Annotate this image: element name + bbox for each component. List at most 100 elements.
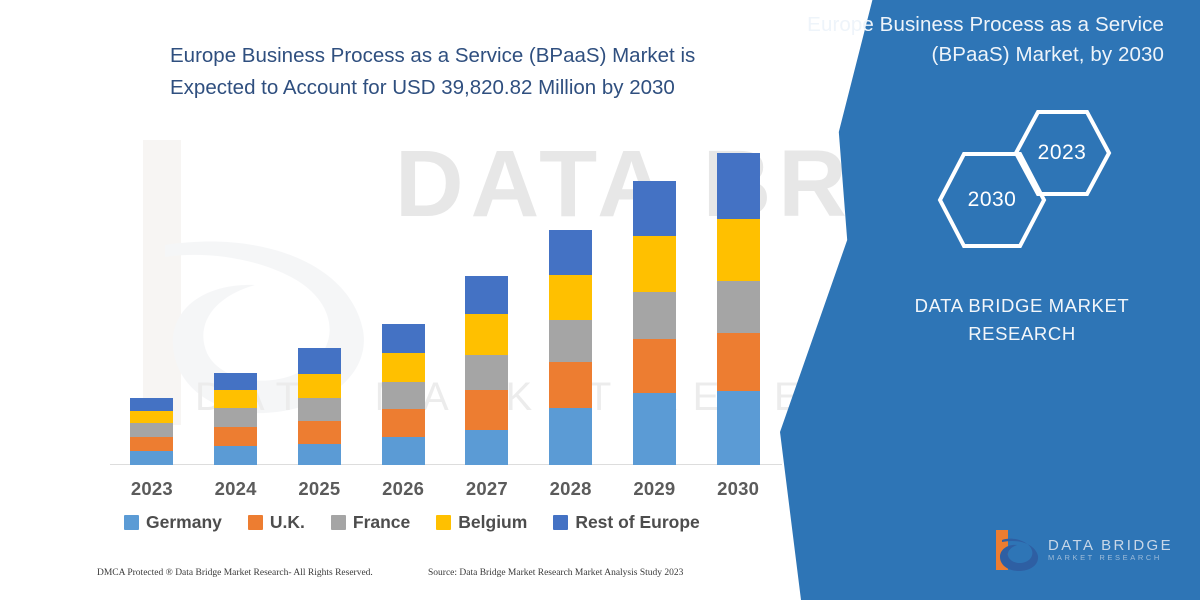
bar-segment-2024-belgium bbox=[214, 390, 258, 409]
bar-2029 bbox=[632, 180, 676, 465]
corner-logo: DATA BRIDGE MARKET RESEARCH bbox=[988, 522, 1178, 578]
legend-swatch-icon bbox=[436, 515, 452, 530]
x-tick-2029: 2029 bbox=[633, 478, 676, 499]
bar-segment-2027-france bbox=[465, 354, 509, 391]
bar-segment-2026-france bbox=[381, 381, 425, 410]
bar-segment-2026-germany bbox=[381, 437, 425, 465]
legend-item-germany[interactable]: Germany bbox=[124, 512, 222, 533]
chart-baseline bbox=[110, 464, 782, 465]
bar-2026 bbox=[381, 324, 425, 465]
bar-segment-2028-rest-of-europe bbox=[549, 229, 593, 275]
hex-badge-2030: 2030 bbox=[936, 150, 1048, 250]
bar-segment-2026-rest-of-europe bbox=[381, 324, 425, 353]
bar-segment-2030-belgium bbox=[716, 219, 760, 282]
brand-name: DATA BRIDGE MARKET RESEARCH bbox=[862, 292, 1182, 348]
hex-badge-2030-label: 2030 bbox=[967, 188, 1017, 211]
panel-title-line-1: Europe Business Process as a Service bbox=[807, 13, 1164, 36]
bar-2028 bbox=[549, 229, 593, 465]
legend-swatch-icon bbox=[247, 515, 263, 530]
legend-label: U.K. bbox=[269, 512, 305, 532]
bar-2024 bbox=[214, 373, 258, 465]
x-tick-2030: 2030 bbox=[717, 478, 760, 499]
bar-segment-2028-germany bbox=[549, 408, 593, 465]
x-tick-2027: 2027 bbox=[465, 478, 508, 499]
brand-name-line-2: RESEARCH bbox=[968, 322, 1076, 344]
bar-2023 bbox=[130, 397, 174, 465]
bar-segment-2024-rest-of-europe bbox=[214, 373, 258, 391]
bar-2030 bbox=[716, 153, 760, 465]
hexagon-icon bbox=[937, 152, 1047, 248]
bar-segment-2023-belgium bbox=[130, 410, 174, 424]
legend-swatch-icon bbox=[330, 515, 346, 530]
bar-segment-2023-germany bbox=[130, 451, 174, 465]
footer: DMCA Protected ® Data Bridge Market Rese… bbox=[0, 568, 800, 590]
bar-segment-2025-france bbox=[297, 397, 341, 422]
panel-title-line-2: (BPaaS) Market, by 2030 bbox=[931, 42, 1164, 66]
bar-segment-2030-germany bbox=[716, 391, 760, 465]
legend-item-france[interactable]: France bbox=[330, 512, 411, 533]
bar-segment-2023-u-k bbox=[130, 437, 174, 452]
legend-item-u-k[interactable]: U.K. bbox=[247, 512, 305, 533]
x-axis-labels: 2023 2024 2025 2026 2027 2028 2029 2030 bbox=[110, 478, 782, 504]
footer-source: Source: Data Bridge Market Research Mark… bbox=[428, 568, 684, 578]
x-tick-2025: 2025 bbox=[298, 478, 341, 499]
legend-label: Germany bbox=[146, 512, 222, 532]
bar-segment-2028-france bbox=[549, 319, 593, 363]
hex-badge-2023: 2023 bbox=[1012, 108, 1112, 198]
bar-segment-2025-u-k bbox=[297, 421, 341, 444]
bar-segment-2026-belgium bbox=[381, 352, 425, 382]
bar-segment-2027-belgium bbox=[465, 314, 509, 355]
bar-segment-2028-belgium bbox=[549, 274, 593, 320]
bar-segment-2025-belgium bbox=[297, 374, 341, 398]
hexagon-icon bbox=[1013, 110, 1112, 196]
chart-plot-area bbox=[110, 130, 780, 465]
page-title: Europe Business Process as a Service (BP… bbox=[170, 40, 790, 104]
data-bridge-logo-icon bbox=[996, 530, 1039, 571]
bar-segment-2023-france bbox=[130, 423, 174, 438]
bar-segment-2027-rest-of-europe bbox=[465, 275, 509, 315]
bar-segment-2029-rest-of-europe bbox=[632, 180, 676, 237]
bar-2025 bbox=[297, 347, 341, 465]
legend-label: France bbox=[352, 512, 411, 532]
bar-segment-2024-u-k bbox=[214, 426, 258, 446]
bar-segment-2026-u-k bbox=[381, 409, 425, 438]
chart-legend: Germany U.K. France Belgium Rest of Europe bbox=[124, 512, 700, 533]
x-tick-2024: 2024 bbox=[214, 478, 257, 499]
bar-segment-2025-germany bbox=[297, 443, 341, 465]
bar-segment-2024-germany bbox=[214, 445, 258, 465]
corner-logo-subtitle: MARKET RESEARCH bbox=[1048, 553, 1162, 563]
corner-logo-title: DATA BRIDGE bbox=[1048, 537, 1174, 555]
legend-label: Belgium bbox=[458, 512, 528, 532]
bar-segment-2029-u-k bbox=[632, 338, 676, 394]
x-tick-2026: 2026 bbox=[382, 478, 425, 499]
bar-segment-2029-france bbox=[632, 291, 676, 339]
bar-segment-2025-rest-of-europe bbox=[297, 347, 341, 375]
x-tick-2023: 2023 bbox=[130, 478, 173, 499]
page-title-line-2: Expected to Account for USD 39,820.82 Mi… bbox=[170, 75, 675, 99]
corner-logo-text: DATA BRIDGE MARKET RESEARCH bbox=[1048, 537, 1173, 563]
bar-segment-2028-u-k bbox=[549, 362, 593, 409]
legend-item-rest-of-europe[interactable]: Rest of Europe bbox=[553, 512, 700, 533]
legend-item-belgium[interactable]: Belgium bbox=[436, 512, 527, 533]
footer-copyright: DMCA Protected ® Data Bridge Market Rese… bbox=[97, 568, 373, 578]
bar-segment-2027-u-k bbox=[465, 390, 509, 430]
bar-segment-2029-germany bbox=[632, 393, 676, 465]
legend-label: Rest of Europe bbox=[575, 512, 700, 532]
bar-segment-2027-germany bbox=[465, 429, 509, 465]
x-tick-2028: 2028 bbox=[549, 478, 592, 499]
legend-swatch-icon bbox=[124, 515, 139, 530]
bar-segment-2029-belgium bbox=[632, 236, 676, 292]
bar-segment-2030-rest-of-europe bbox=[716, 153, 760, 220]
bar-segment-2023-rest-of-europe bbox=[130, 397, 174, 411]
panel-title: Europe Business Process as a Service (BP… bbox=[804, 10, 1164, 69]
bar-segment-2030-france bbox=[716, 281, 760, 333]
hex-badge-2023-label: 2023 bbox=[1037, 141, 1087, 164]
stacked-bar-chart: 2023 2024 2025 2026 2027 2028 2029 2030 bbox=[110, 130, 782, 504]
right-panel bbox=[780, 0, 1200, 600]
page-title-line-1: Europe Business Process as a Service (BP… bbox=[170, 44, 696, 67]
brand-name-line-1: DATA BRIDGE MARKET bbox=[914, 295, 1130, 316]
bar-2027 bbox=[465, 275, 509, 465]
bar-segment-2024-france bbox=[214, 408, 258, 427]
legend-swatch-icon bbox=[553, 515, 569, 530]
